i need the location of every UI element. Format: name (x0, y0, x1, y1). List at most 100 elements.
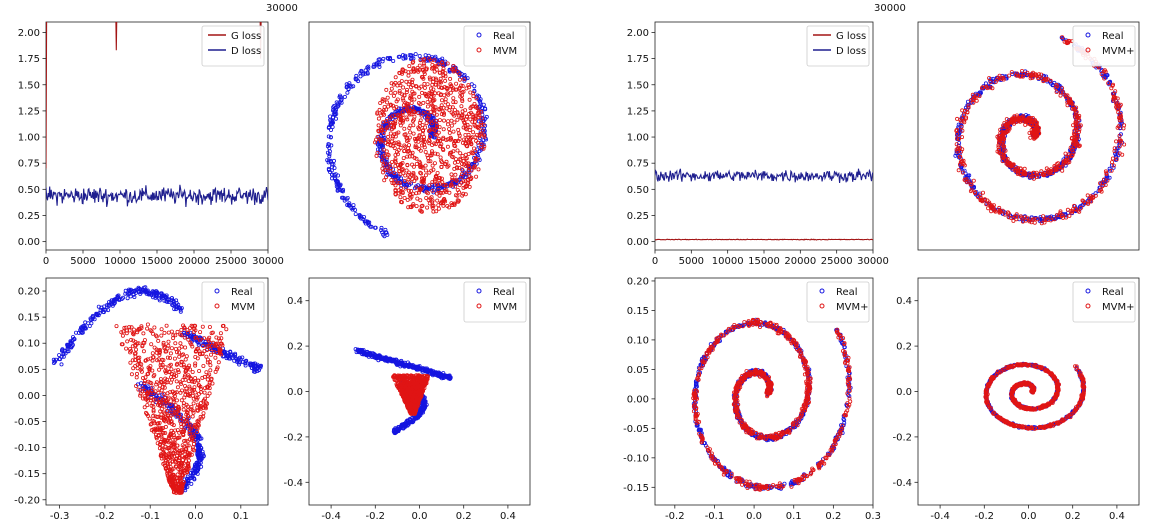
scatter-point (418, 58, 423, 63)
scatter-point (448, 76, 453, 81)
scatter-point (463, 174, 468, 179)
scatter-point (993, 79, 998, 84)
scatter-point (149, 421, 154, 426)
scatter-point (398, 162, 403, 167)
scatter-point (393, 178, 398, 183)
scatter-point (454, 81, 459, 86)
scatter-point (157, 352, 162, 357)
scatter-point (418, 148, 423, 153)
scatter-point (1009, 215, 1014, 220)
scatter-point (404, 115, 409, 120)
scatter-point (460, 140, 465, 145)
scatter-point (393, 163, 398, 168)
scatter-point (440, 63, 445, 68)
scatter-point (402, 179, 407, 184)
scatter-point (476, 97, 481, 102)
x-tick-label: 30000 (252, 256, 284, 267)
loss-right-panel: 0 5000 10000 15000 20000 25000 300000.000.250.… (627, 21, 889, 267)
scatter-point (168, 402, 173, 407)
scatter-point (140, 389, 145, 394)
scatter-point (170, 302, 175, 307)
scatter-point (180, 443, 185, 448)
scatter-point (183, 470, 188, 475)
scatter-point (182, 375, 187, 380)
scatter-point (178, 341, 183, 346)
scatter-point (190, 344, 195, 349)
scatter-point (178, 309, 183, 314)
legend-entry-label: MVM+ (1102, 46, 1134, 57)
scatter-point (400, 96, 405, 101)
scatter-point (962, 112, 967, 117)
scatter-point (410, 60, 415, 65)
scatter-point (167, 478, 172, 483)
scatter-point (400, 118, 405, 123)
scatter-point (402, 126, 407, 131)
scatter-point (380, 109, 385, 114)
scatter-point (1122, 142, 1127, 147)
scatter-point (480, 128, 485, 133)
chart-panels: 0 5000 10000 15000 20000 25000 300000.000.250.… (14, 21, 1140, 522)
scatter-point (413, 52, 418, 57)
scatter-point (966, 179, 971, 184)
scatter-point (1016, 73, 1021, 78)
legend-entry-label: D loss (231, 46, 261, 57)
scatter-point (959, 149, 964, 154)
scatter-point (114, 324, 119, 329)
scatter-point (1060, 35, 1065, 40)
scatter-point (455, 110, 460, 115)
scatter-point (388, 169, 393, 174)
scatter-point (1013, 166, 1018, 171)
scatter-point (963, 109, 968, 114)
scatter-point (330, 119, 335, 124)
scatter-point (184, 354, 189, 359)
scatter-point (385, 138, 390, 143)
scatter-point (409, 112, 414, 117)
scatter-point (168, 451, 173, 456)
scatter-point (417, 67, 422, 72)
scatter-point (410, 119, 415, 124)
scatter-point (173, 448, 178, 453)
scatter-point (464, 184, 469, 189)
scatter-point (163, 365, 168, 370)
scatter-point (133, 363, 138, 368)
scatter-point (135, 366, 140, 371)
scatter-point (106, 302, 111, 307)
scatter-point (152, 325, 157, 330)
scatter-point (1118, 114, 1123, 119)
scatter-point (184, 447, 189, 452)
scatter-point (204, 370, 209, 375)
scatter-point (406, 73, 411, 78)
scatter-point (417, 86, 422, 91)
scatter-point (419, 90, 424, 95)
scatter-point (416, 107, 421, 112)
scatter-point (455, 148, 460, 153)
scatter-point (140, 375, 145, 380)
scatter-point (964, 115, 969, 120)
scatter-point (409, 205, 414, 210)
scatter-point (449, 123, 454, 128)
scatter-point (1114, 157, 1119, 162)
scatter-point (161, 416, 166, 421)
scatter-point (156, 421, 161, 426)
scatter-point (353, 212, 358, 217)
scatter-point (137, 361, 142, 366)
scatter-point (161, 450, 166, 455)
scatter-point (398, 145, 403, 150)
scatter-point (402, 149, 407, 154)
scatter-point (129, 372, 134, 377)
scatter-point (475, 125, 480, 130)
scatter-point (393, 160, 398, 165)
scatter-point (179, 398, 184, 403)
scatter-point (420, 203, 425, 208)
x-tick-label: 0.1 (233, 511, 249, 522)
scatter-point (190, 369, 195, 374)
scatter-point (193, 361, 198, 366)
scatter-point (57, 353, 62, 358)
scatter-point (1002, 121, 1007, 126)
x-tick-label: -0.4 (321, 511, 341, 522)
scatter-point (398, 83, 403, 88)
scatter-point (411, 123, 416, 128)
scatter-point (474, 138, 479, 143)
scatter-point (198, 337, 203, 342)
scatter-point (181, 352, 186, 357)
